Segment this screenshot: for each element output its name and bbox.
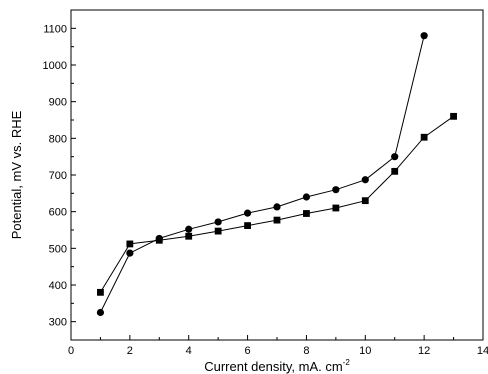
x-tick-label: 6 [245,345,251,357]
data-point-circle [332,186,340,194]
x-axis-ticks: 0 2 4 6 8 10 12 14 [68,335,488,357]
x-axis-title-superscript: -2 [343,358,351,367]
y-tick-label: 400 [49,280,67,292]
y-axis-ticks: 300 400 500 600 700 800 900 1000 1100 [43,9,76,341]
y-tick-label: 700 [49,170,67,182]
data-point-square [361,197,369,205]
data-point-square [391,167,399,175]
x-tick-label: 10 [359,345,371,357]
y-tick-label: 1000 [43,60,67,72]
x-axis-title-text: Current density, mA. cm [204,359,342,374]
x-tick-label: 8 [303,345,309,357]
data-point-square [97,288,104,296]
data-point-square [155,236,163,244]
data-point-circle [214,218,222,226]
data-point-circle [391,153,399,161]
plot-area [70,9,484,341]
y-tick-label: 300 [49,317,67,329]
x-tick-label: 0 [68,345,74,357]
y-tick-label: 500 [49,243,67,255]
data-point-square [332,204,340,212]
data-point-square [450,112,457,120]
y-tick-label: 900 [49,97,67,109]
data-point-circle [126,249,134,257]
x-tick-label: 14 [477,345,488,357]
data-point-square [214,227,222,235]
x-tick-label: 4 [186,345,192,357]
data-point-circle [96,308,105,317]
x-tick-label: 2 [127,345,133,357]
series-layer [96,32,457,317]
x-axis-title: Current density, mA. cm-2 [204,358,350,374]
data-point-circle [420,32,428,40]
data-point-circle [243,209,252,217]
data-point-square [126,240,134,248]
series-line-1 [99,35,425,313]
data-point-square [244,222,251,229]
data-point-square [273,216,281,224]
data-point-circle [361,176,369,184]
x-tick-label: 12 [418,345,430,357]
data-point-circle [185,225,193,233]
y-tick-label: 1100 [43,23,67,35]
data-point-circle [273,203,281,211]
y-tick-label: 600 [49,207,67,219]
data-point-square [420,133,428,141]
y-axis-title: Potential, mV vs. RHE [9,110,24,239]
data-point-circle [302,193,311,201]
y-tick-label: 800 [49,133,67,145]
data-point-square [303,210,310,217]
data-point-square [185,232,193,240]
